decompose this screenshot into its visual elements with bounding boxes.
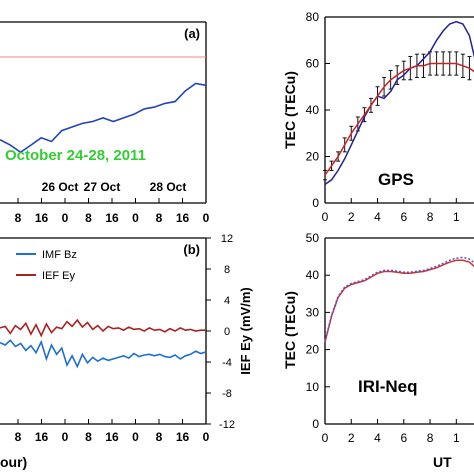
- panel-gps-x-tick-label: 2: [348, 210, 355, 224]
- panel-iri-y-tick-label: 0: [312, 417, 319, 431]
- panel-a-x-tick-label: 16: [35, 211, 49, 225]
- panel-gps-y-tick-label: 20: [306, 150, 320, 164]
- panel-b: (b) IMF Bz IEF Ey 12 8 4 0 -4 -8 -12 IEF Ey (mV…: [0, 233, 253, 470]
- panel-gps-series-line-1: [324, 62, 474, 176]
- panel-gps-y-tick-label: 60: [306, 57, 320, 71]
- panel-b-y-tick-label: -4: [222, 357, 232, 369]
- panel-a-annotation: October 24-28, 2011: [5, 147, 146, 164]
- panel-b-ylabel: IEF Ey (mV/m): [238, 287, 253, 374]
- panel-b-legend-label: IEF Ey: [42, 270, 76, 282]
- panel-gps-title: GPS: [378, 170, 414, 189]
- panel-b-y-tick-label: 12: [221, 233, 233, 245]
- panel-iri-y-tick-label: 30: [306, 305, 320, 319]
- panel-b-y-tick-label: 0: [224, 326, 230, 338]
- panel-gps-y-tick-label: 40: [306, 103, 320, 117]
- panel-b-x-tick-label: 0: [203, 430, 210, 444]
- panel-gps-x-tick-label: 0: [322, 210, 329, 224]
- panel-b-y-tick-label: 4: [224, 295, 230, 307]
- panel-iri-ylabel: TEC (TECu): [282, 291, 298, 369]
- panel-gps-x-tick-label: 6: [400, 210, 407, 224]
- panel-a-day-label: 26 Oct: [42, 180, 79, 194]
- panel-iri-series-line-1: [324, 256, 474, 342]
- panel-iri-x-tick-label: 6: [400, 431, 407, 445]
- panel-iri-x-tick-label: 4: [374, 431, 381, 445]
- panel-b-x-tick-label: 16: [176, 430, 190, 444]
- panel-b-series-line-0: [0, 339, 207, 369]
- panel-gps-y-tick-label: 0: [312, 196, 319, 210]
- panel-a-series-line: [0, 82, 207, 154]
- panel-a-day-label: 27 Oct: [84, 180, 121, 194]
- panel-gps-x-tick-label: 1: [453, 210, 460, 224]
- panel-iri-y-tick-label: 50: [306, 231, 320, 245]
- panel-a-x-tick-label: 0: [203, 211, 210, 225]
- panel-gps-x-tick-label: 8: [427, 210, 434, 224]
- panel-b-y-tick-label: -12: [219, 419, 235, 431]
- panel-b-legend: IMF Bz IEF Ey: [16, 249, 77, 282]
- panel-a-x-tick-label: 0: [132, 211, 139, 225]
- panel-b-y-tick-label: -8: [222, 388, 232, 400]
- panel-iri-title: IRI-Neq: [358, 377, 418, 396]
- panel-a-label: (a): [184, 26, 200, 41]
- panel-iri-y-tick-label: 20: [306, 343, 320, 357]
- panel-iri-series-line-0: [324, 259, 474, 343]
- panel-b-label: (b): [183, 242, 200, 257]
- panel-a-x-tick-label: 8: [85, 211, 92, 225]
- panel-gps-y-tick-label: 80: [306, 10, 320, 24]
- panel-a-x-tick-label: 0: [62, 211, 69, 225]
- panel-b-xlabel: our): [0, 454, 27, 470]
- panel-b-x-tick-label: 8: [156, 430, 163, 444]
- panel-gps-series-line-0: [324, 20, 474, 186]
- panel-b-x-tick-label: 16: [35, 430, 49, 444]
- panel-a: (a) October 24-28, 2011 26 Oct 27 Oct 28 O…: [0, 21, 210, 225]
- panel-a-day-label: 28 Oct: [150, 180, 187, 194]
- panel-gps-ylabel: TEC (TECu): [282, 71, 298, 149]
- panel-b-legend-label: IMF Bz: [42, 249, 77, 261]
- panel-iri-x-tick-label: 0: [322, 431, 329, 445]
- panel-b-y-tick-label: 8: [224, 264, 230, 276]
- panel-iri-x-tick-label: 2: [348, 431, 355, 445]
- panel-b-series-line-1: [0, 318, 206, 338]
- panel-a-x-tick-label: 16: [176, 211, 190, 225]
- panel-b-x-tick-label: 8: [85, 430, 92, 444]
- panel-b-x-tick-label: 0: [132, 430, 139, 444]
- panel-gps-x-tick-label: 4: [374, 210, 381, 224]
- panel-iri-y-tick-label: 10: [306, 380, 320, 394]
- panel-iri: IRI-Neq 0 10 20 30 40 50 0 2 4 6 8 1 TEC (TECu) UT: [282, 231, 474, 470]
- panel-iri-x-tick-label: 8: [427, 431, 434, 445]
- panel-a-x-tick-label: 8: [156, 211, 163, 225]
- panel-b-x-tick-label: 8: [15, 430, 22, 444]
- panel-iri-y-tick-label: 40: [306, 268, 320, 282]
- panel-gps: GPS 0 20 40 60 80 0 2 4 6 8 1 TEC (TECu): [282, 10, 474, 224]
- panel-iri-x-tick-label: 1: [453, 431, 460, 445]
- panel-b-x-tick-label: 0: [62, 430, 69, 444]
- panel-iri-xlabel: UT: [433, 454, 452, 470]
- panel-b-x-tick-label: 16: [105, 430, 119, 444]
- panel-a-x-tick-label: 16: [105, 211, 119, 225]
- panel-a-x-tick-label: 8: [15, 211, 22, 225]
